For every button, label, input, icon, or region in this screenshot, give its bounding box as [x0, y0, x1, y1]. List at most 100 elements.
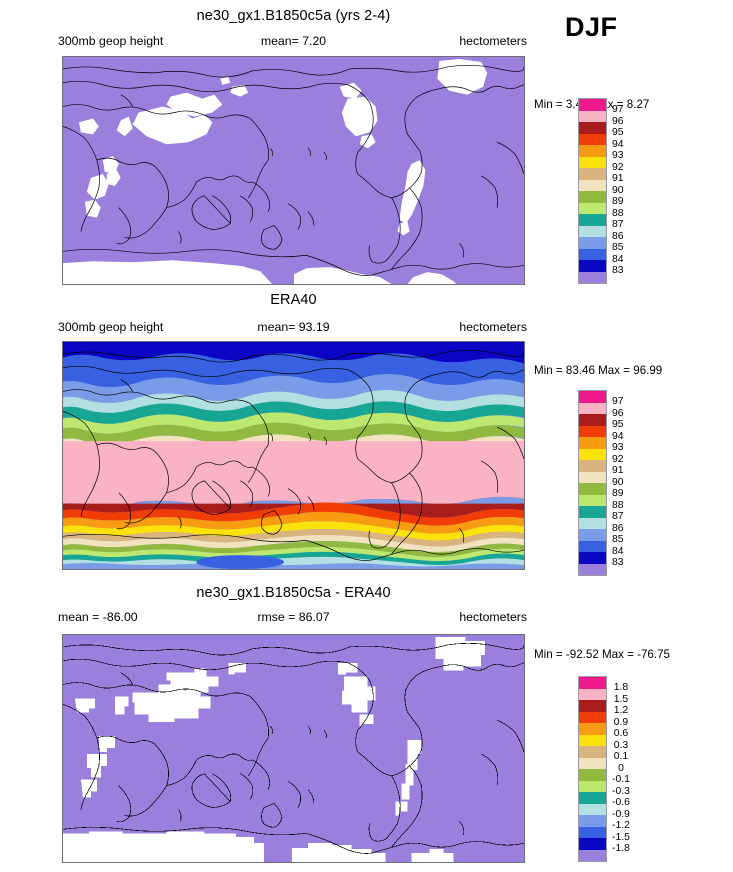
map-model-fill	[63, 57, 524, 284]
colorbar-band	[579, 402, 606, 414]
colorbar-tick: 92	[612, 453, 624, 465]
colorbar-tick: 97	[612, 104, 624, 115]
panel-model-variable: 300mb geop height	[58, 34, 164, 48]
colorbar-band	[579, 792, 606, 804]
map-difference[interactable]	[62, 634, 525, 863]
colorbar-tick: 89	[612, 196, 624, 207]
panel-difference-units: hectometers	[459, 610, 527, 624]
colorbar-tick: 84	[612, 253, 624, 265]
colorbar-band	[579, 711, 606, 723]
colorbar-band	[579, 563, 606, 575]
colorbar-band	[579, 540, 606, 552]
colorbar-band	[579, 191, 606, 203]
colorbar-tick: 87	[612, 511, 624, 522]
colorbar-difference[interactable]	[578, 676, 607, 862]
colorbar-tick: 0.3	[613, 739, 629, 751]
colorbar-tick: 96	[612, 115, 624, 127]
colorbar-band	[579, 271, 606, 283]
colorbar-band	[579, 815, 606, 827]
colorbar-band	[579, 688, 606, 700]
map-obs-coastlines	[63, 349, 524, 561]
colorbar-band	[579, 780, 606, 792]
colorbar-band	[579, 769, 606, 781]
colorbar-tick: -1.8	[612, 843, 630, 854]
colorbar-band	[579, 529, 606, 541]
panel-obs-units: hectometers	[459, 320, 527, 334]
colorbar-tick: 1.2	[613, 705, 629, 716]
panel-model-mean: mean= 7.20	[260, 34, 327, 48]
colorbar-tick: 94	[612, 138, 624, 150]
colorbar-tick: 0	[618, 762, 624, 774]
panel-difference-subheader: mean = -86.00 rmse = 86.07 hectometers	[58, 610, 527, 624]
colorbar-tick: -0.3	[612, 785, 630, 797]
colorbar-tick: -0.9	[612, 808, 630, 820]
panel-model-subheader: 300mb geop height mean= 7.20 hectometers	[58, 34, 527, 48]
colorbar-tick: 1.8	[613, 682, 629, 693]
colorbar-tick: -0.6	[612, 797, 630, 808]
colorbar-band	[579, 179, 606, 191]
map-model-canvas	[63, 57, 524, 284]
panel-obs-variable: 300mb geop height	[58, 320, 164, 334]
colorbar-tick: 91	[612, 173, 624, 184]
map-difference-canvas	[63, 635, 524, 862]
colorbar-band	[579, 552, 606, 564]
colorbar-band	[579, 734, 606, 746]
colorbar-band	[579, 425, 606, 437]
colorbar-tick: 93	[612, 150, 624, 161]
colorbar-tick: 88	[612, 207, 624, 219]
colorbar-tick: 1.5	[613, 693, 629, 705]
map-difference-terrain-mask	[63, 636, 486, 862]
map-obs[interactable]	[62, 341, 525, 570]
colorbar-tick: 91	[612, 465, 624, 476]
colorbar-band	[579, 700, 606, 712]
map-obs-contour-fill	[63, 342, 524, 569]
colorbar-tick: 96	[612, 407, 624, 419]
colorbar-tick: -1.2	[612, 820, 630, 831]
season-label: DJF	[565, 12, 618, 42]
colorbar-band	[579, 460, 606, 472]
colorbar-band	[579, 471, 606, 483]
colorbar-band	[579, 168, 606, 180]
colorbar-tick: 89	[612, 488, 624, 499]
colorbar-band	[579, 225, 606, 237]
panel-difference-mean: mean = -86.00	[58, 610, 138, 624]
colorbar-band	[579, 133, 606, 145]
colorbar-band	[579, 110, 606, 122]
map-obs-canvas	[63, 342, 524, 569]
colorbar-model[interactable]	[578, 98, 607, 284]
panel-difference-minmax: Min = -92.52 Max = -76.75	[534, 648, 670, 661]
colorbar-band	[579, 757, 606, 769]
panel-model-units: hectometers	[459, 34, 527, 48]
map-model[interactable]	[62, 56, 525, 285]
colorbar-tick: 85	[612, 242, 624, 253]
map-model-coastlines	[63, 64, 524, 276]
colorbar-band	[579, 145, 606, 157]
colorbar-band	[579, 448, 606, 460]
map-difference-coastlines	[63, 642, 524, 854]
panel-model-title: ne30_gx1.B1850c5a (yrs 2-4)	[196, 8, 391, 24]
panel-obs-minmax: Min = 83.46 Max = 96.99	[534, 364, 663, 377]
colorbar-tick: 0.9	[613, 716, 629, 728]
colorbar-tick: 94	[612, 430, 624, 442]
colorbar-tick: 83	[612, 557, 624, 568]
colorbar-band	[579, 826, 606, 838]
colorbar-band	[579, 506, 606, 518]
map-model-terrain-mask	[63, 58, 488, 284]
colorbar-band	[579, 202, 606, 214]
colorbar-tick: -0.1	[612, 774, 630, 785]
map-difference-fill	[63, 635, 524, 862]
panel-obs-mean: mean= 93.19	[257, 320, 330, 334]
panel-difference-title: ne30_gx1.B1850c5a - ERA40	[196, 585, 391, 601]
colorbar-tick: 86	[612, 230, 624, 242]
colorbar-band	[579, 838, 606, 850]
colorbar-obs[interactable]	[578, 390, 607, 576]
colorbar-tick: 90	[612, 476, 624, 488]
colorbar-band	[579, 248, 606, 260]
colorbar-tick: 84	[612, 545, 624, 557]
colorbar-band	[579, 214, 606, 226]
colorbar-model-labels: 97 96 95 94 93 92 91 90 89 88 87 86 85 8…	[612, 104, 624, 277]
colorbar-tick: 87	[612, 219, 624, 230]
panel-difference-rmse: rmse = 86.07	[257, 610, 330, 624]
colorbar-band	[579, 122, 606, 134]
colorbar-band	[579, 156, 606, 168]
